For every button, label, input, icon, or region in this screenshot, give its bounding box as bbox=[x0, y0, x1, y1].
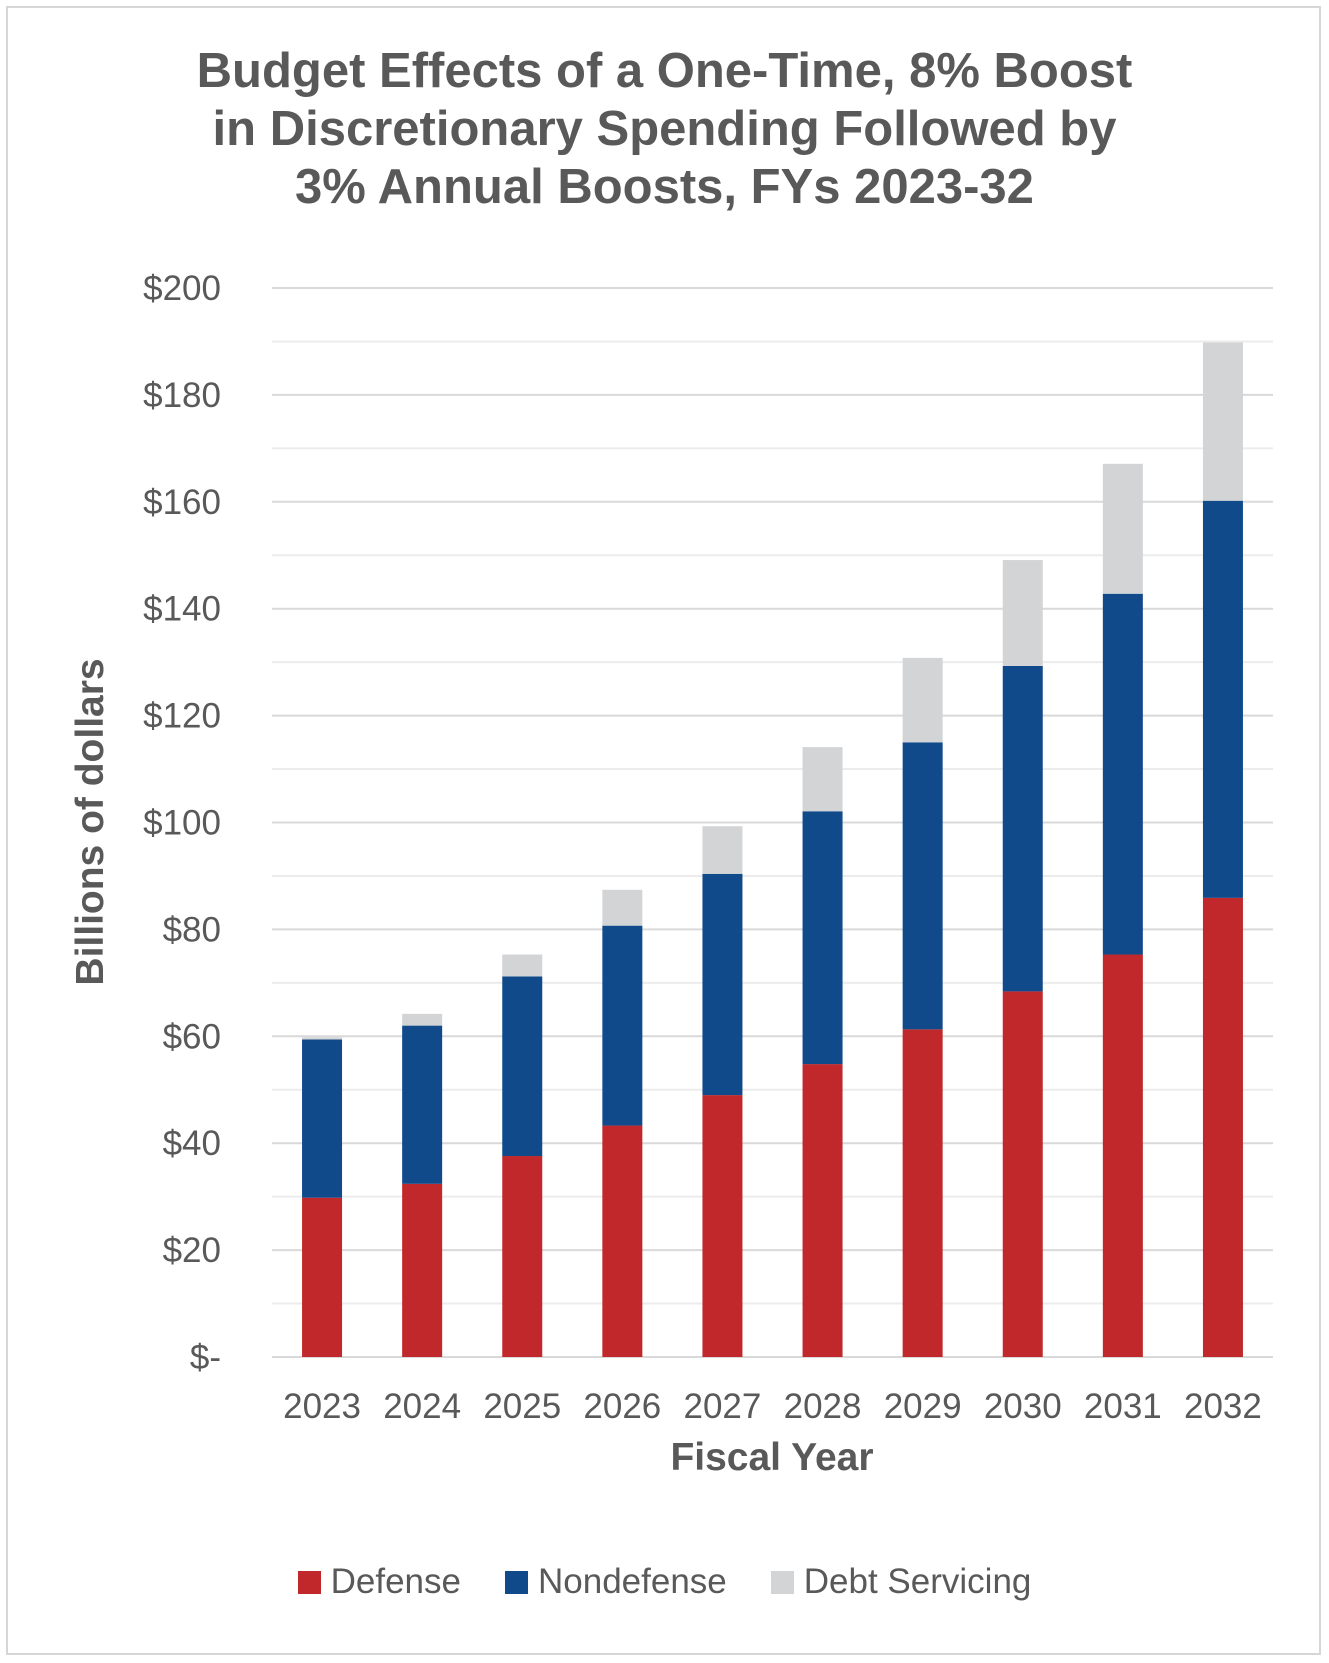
y-tick-label: $- bbox=[190, 1338, 221, 1377]
y-tick-label: $140 bbox=[143, 590, 221, 629]
x-tick-label: 2024 bbox=[383, 1387, 461, 1426]
bar-debt-servicing bbox=[702, 826, 743, 874]
bar-defense bbox=[402, 1183, 443, 1357]
bar-debt-servicing bbox=[302, 1037, 343, 1040]
legend-item-debt-servicing: Debt Servicing bbox=[770, 1562, 1032, 1602]
y-tick-label: $100 bbox=[143, 804, 221, 843]
legend-swatch-defense bbox=[297, 1570, 321, 1594]
x-tick-label: 2023 bbox=[283, 1387, 361, 1426]
bar-debt-servicing bbox=[1102, 463, 1143, 594]
x-tick-label: 2027 bbox=[684, 1387, 762, 1426]
bar-defense bbox=[502, 1156, 543, 1357]
legend: Defense Nondefense Debt Servicing bbox=[0, 1562, 1329, 1602]
bar-debt-servicing bbox=[1002, 560, 1043, 666]
bar-nondefense bbox=[402, 1025, 443, 1184]
bar-nondefense bbox=[802, 811, 843, 1065]
bar-nondefense bbox=[302, 1039, 343, 1198]
x-tick-label: 2030 bbox=[984, 1387, 1062, 1426]
bar-nondefense bbox=[1102, 593, 1143, 955]
y-tick-label: $20 bbox=[163, 1231, 221, 1270]
x-axis-ticks: 2023 2024 2025 2026 2027 2028 2029 2030 2031 2032 bbox=[283, 1387, 1262, 1426]
bar-debt-servicing bbox=[1202, 342, 1243, 501]
chart-title-line-2: in Discretionary Spending Followed by bbox=[212, 102, 1117, 156]
bar-nondefense bbox=[902, 742, 943, 1030]
x-axis-label: Fiscal Year bbox=[670, 1436, 873, 1479]
x-tick-label: 2028 bbox=[784, 1387, 862, 1426]
legend-swatch-debt-servicing bbox=[770, 1570, 794, 1594]
y-tick-label: $160 bbox=[143, 483, 221, 522]
bars bbox=[302, 342, 1243, 1357]
bar-debt-servicing bbox=[802, 747, 843, 812]
bar-defense bbox=[902, 1029, 943, 1357]
chart-title-line-1: Budget Effects of a One-Time, 8% Boost bbox=[196, 44, 1133, 98]
legend-item-defense: Defense bbox=[297, 1562, 461, 1602]
y-tick-label: $40 bbox=[163, 1124, 221, 1163]
bar-debt-servicing bbox=[502, 954, 543, 977]
bar-nondefense bbox=[602, 925, 643, 1126]
bar-defense bbox=[702, 1095, 743, 1357]
x-tick-label: 2032 bbox=[1184, 1387, 1262, 1426]
legend-swatch-nondefense bbox=[505, 1570, 528, 1594]
legend-label-defense: Defense bbox=[330, 1562, 461, 1601]
y-axis-label: Billions of dollars bbox=[69, 658, 112, 985]
bar-defense bbox=[1002, 991, 1043, 1357]
legend-label-nondefense: Nondefense bbox=[538, 1562, 727, 1601]
legend-item-nondefense: Nondefense bbox=[505, 1562, 727, 1602]
y-tick-label: $120 bbox=[143, 697, 221, 736]
bar-nondefense bbox=[702, 873, 743, 1096]
y-tick-label: $60 bbox=[163, 1017, 221, 1056]
bar-nondefense bbox=[1002, 665, 1043, 992]
bar-debt-servicing bbox=[602, 889, 643, 926]
bar-nondefense bbox=[502, 976, 543, 1157]
y-tick-label: $180 bbox=[143, 376, 221, 415]
y-tick-label: $200 bbox=[143, 269, 221, 308]
chart-title: Budget Effects of a One-Time, 8% Boost i… bbox=[0, 42, 1329, 216]
bar-defense bbox=[302, 1197, 343, 1357]
bar-defense bbox=[1102, 954, 1143, 1357]
y-axis-ticks: $- $20 $40 $60 $80 $100 $120 $140 $160 $180 $200 bbox=[143, 269, 221, 1377]
x-tick-label: 2025 bbox=[483, 1387, 561, 1426]
x-tick-label: 2031 bbox=[1084, 1387, 1162, 1426]
x-tick-label: 2029 bbox=[884, 1387, 962, 1426]
bar-defense bbox=[1202, 897, 1243, 1357]
bar-defense bbox=[602, 1125, 643, 1357]
legend-label-debt-servicing: Debt Servicing bbox=[803, 1562, 1032, 1601]
y-tick-label: $80 bbox=[163, 910, 221, 949]
x-tick-label: 2026 bbox=[583, 1387, 661, 1426]
bar-debt-servicing bbox=[402, 1013, 443, 1026]
chart-frame bbox=[6, 6, 1321, 1655]
bar-debt-servicing bbox=[902, 657, 943, 743]
bar-nondefense bbox=[1202, 500, 1243, 898]
bar-defense bbox=[802, 1064, 843, 1357]
chart-title-line-3: 3% Annual Boosts, FYs 2023-32 bbox=[295, 160, 1034, 214]
